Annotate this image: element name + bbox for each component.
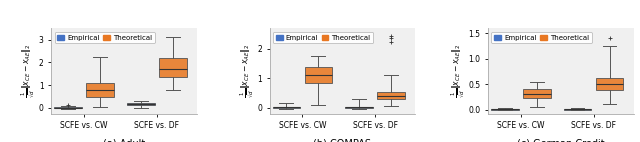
Legend: Empirical, Theoretical: Empirical, Theoretical [54,32,155,43]
X-axis label: (a) Adult: (a) Adult [103,139,145,142]
PathPatch shape [86,83,114,97]
Y-axis label: $\frac{1}{\sqrt{d}} \| x_{CE} - x_{AE} \|_2$: $\frac{1}{\sqrt{d}} \| x_{CE} - x_{AE} \… [450,44,467,98]
PathPatch shape [378,92,405,100]
PathPatch shape [54,107,82,108]
PathPatch shape [523,89,550,98]
PathPatch shape [273,107,300,108]
PathPatch shape [346,107,373,108]
Y-axis label: $\frac{1}{\sqrt{d}} \| x_{CE} - x_{AE} \|_2$: $\frac{1}{\sqrt{d}} \| x_{CE} - x_{AE} \… [239,44,256,98]
PathPatch shape [596,78,623,90]
Y-axis label: $\frac{1}{\sqrt{d}} \| x_{CE} - x_{AE} \|_2$: $\frac{1}{\sqrt{d}} \| x_{CE} - x_{AE} \… [20,44,37,98]
PathPatch shape [491,109,518,110]
Legend: Empirical, Theoretical: Empirical, Theoretical [273,32,373,43]
X-axis label: (c) German Credit: (c) German Credit [517,139,605,142]
X-axis label: (b) COMPAS: (b) COMPAS [314,139,371,142]
PathPatch shape [159,58,187,77]
PathPatch shape [305,67,332,83]
PathPatch shape [127,103,155,105]
Legend: Empirical, Theoretical: Empirical, Theoretical [492,32,591,43]
PathPatch shape [564,109,591,110]
